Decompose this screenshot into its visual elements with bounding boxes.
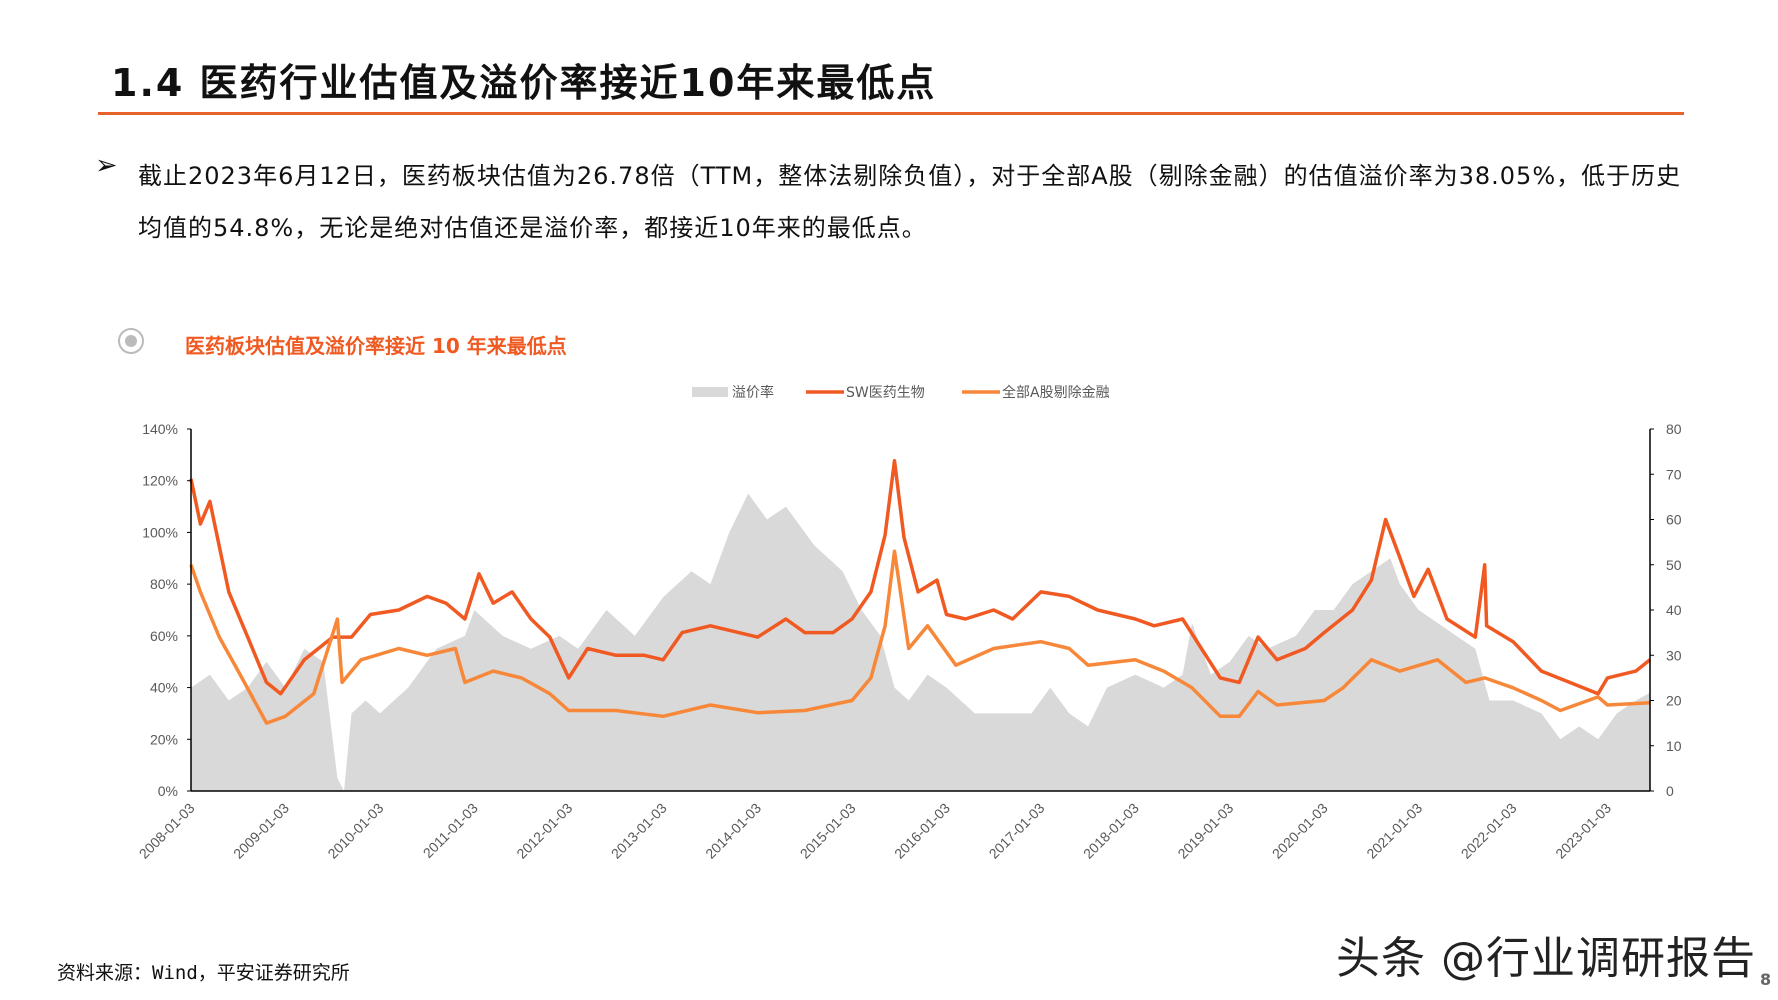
source-note: 资料来源：Wind，平安证券研究所 (57, 962, 350, 984)
x-tick-label: 2012-01-03 (513, 800, 575, 862)
x-tick-label: 2010-01-03 (325, 800, 387, 862)
x-tick-label: 2021-01-03 (1363, 800, 1425, 862)
right-tick-label: 0 (1666, 783, 1674, 799)
radio-bullet-icon (118, 328, 144, 354)
x-tick-label: 2023-01-03 (1552, 800, 1614, 862)
left-tick-label: 60% (150, 628, 178, 644)
watermark: 头条 @行业调研报告 (1336, 933, 1756, 984)
legend-label-all-a: 全部A股剔除金融 (1002, 384, 1110, 401)
legend-label-sw: SW医药生物 (846, 385, 925, 401)
x-tick-label: 2015-01-03 (797, 800, 859, 862)
left-tick-label: 40% (150, 680, 178, 696)
right-tick-label: 80 (1666, 421, 1682, 437)
x-tick-label: 2017-01-03 (986, 800, 1048, 862)
left-tick-label: 140% (142, 421, 178, 437)
all-a-line (189, 549, 1651, 725)
premium-area (191, 493, 1650, 791)
x-tick-label: 2020-01-03 (1269, 800, 1331, 862)
left-tick-label: 20% (150, 731, 178, 747)
legend-label-premium: 溢价率 (732, 384, 774, 401)
x-tick-label: 2008-01-03 (136, 800, 198, 862)
page-title: 1.4 医药行业估值及溢价率接近10年来最低点 (111, 61, 937, 105)
legend-swatch-premium (692, 387, 728, 397)
left-tick-label: 0% (158, 783, 178, 799)
left-tick-label: 120% (142, 473, 178, 489)
summary-paragraph: 截止2023年6月12日，医药板块估值为26.78倍（TTM，整体法剔除负值），… (138, 162, 1682, 242)
right-tick-label: 40 (1666, 602, 1682, 618)
right-tick-label: 10 (1666, 738, 1682, 754)
x-tick-label: 2022-01-03 (1458, 800, 1520, 862)
x-tick-label: 2019-01-03 (1174, 800, 1236, 862)
x-tick-label: 2018-01-03 (1080, 800, 1142, 862)
x-tick-label: 2009-01-03 (230, 800, 292, 862)
sw-pharma-line (189, 458, 1652, 696)
x-tick-label: 2011-01-03 (420, 800, 481, 861)
right-tick-label: 30 (1666, 647, 1682, 663)
arrow-right-icon: ➢ (95, 150, 118, 181)
left-tick-label: 100% (142, 524, 178, 540)
x-tick-label: 2013-01-03 (608, 800, 670, 862)
figure-title: 医药板块估值及溢价率接近 10 年来最低点 (185, 334, 567, 358)
right-tick-label: 20 (1666, 693, 1682, 709)
page-number: 8 (1760, 970, 1772, 989)
left-tick-label: 80% (150, 576, 178, 592)
right-tick-label: 70 (1666, 466, 1682, 482)
title-divider (98, 112, 1684, 115)
x-tick-label: 2014-01-03 (702, 800, 764, 862)
x-tick-label: 2016-01-03 (891, 800, 953, 862)
right-tick-label: 50 (1666, 557, 1682, 573)
right-tick-label: 60 (1666, 512, 1682, 528)
